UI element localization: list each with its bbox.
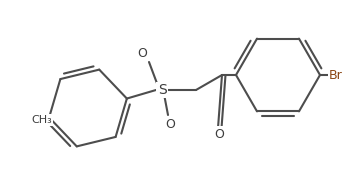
- Text: S: S: [157, 83, 167, 97]
- Text: O: O: [165, 117, 175, 131]
- Text: O: O: [137, 46, 147, 60]
- Text: Br: Br: [329, 68, 343, 82]
- Text: CH₃: CH₃: [31, 115, 52, 125]
- Text: O: O: [214, 127, 224, 141]
